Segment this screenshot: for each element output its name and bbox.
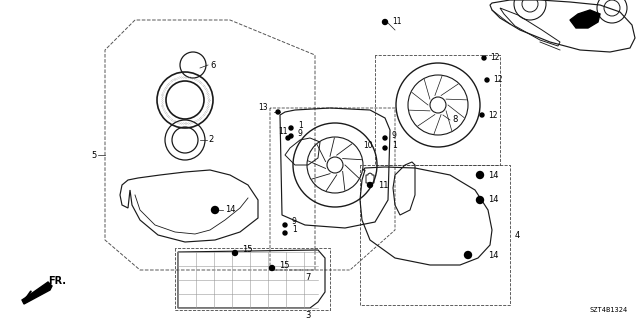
Circle shape bbox=[232, 250, 237, 256]
Text: 14: 14 bbox=[225, 205, 236, 214]
Text: 12: 12 bbox=[490, 54, 499, 63]
Text: 6: 6 bbox=[210, 61, 216, 70]
Circle shape bbox=[480, 113, 484, 117]
Text: FR.: FR. bbox=[48, 276, 66, 286]
Circle shape bbox=[485, 78, 489, 82]
Text: 11: 11 bbox=[378, 181, 388, 189]
Polygon shape bbox=[22, 282, 52, 304]
Text: 8: 8 bbox=[452, 115, 458, 124]
Text: 11: 11 bbox=[278, 128, 287, 137]
Text: 1: 1 bbox=[298, 121, 303, 130]
Text: 1: 1 bbox=[292, 226, 297, 234]
Circle shape bbox=[269, 265, 275, 271]
Text: 1: 1 bbox=[392, 140, 397, 150]
Text: 14: 14 bbox=[488, 196, 499, 204]
Circle shape bbox=[286, 136, 290, 140]
Circle shape bbox=[383, 136, 387, 140]
Circle shape bbox=[383, 19, 387, 25]
Text: 13: 13 bbox=[259, 103, 268, 113]
Text: 3: 3 bbox=[305, 310, 310, 319]
Text: 14: 14 bbox=[488, 250, 499, 259]
Text: 12: 12 bbox=[493, 76, 502, 85]
Circle shape bbox=[482, 56, 486, 60]
Text: 7: 7 bbox=[305, 273, 310, 283]
Circle shape bbox=[367, 182, 372, 188]
Text: 4: 4 bbox=[515, 231, 520, 240]
Text: 15: 15 bbox=[279, 261, 289, 270]
Circle shape bbox=[477, 197, 483, 204]
Circle shape bbox=[276, 110, 280, 114]
Text: 10: 10 bbox=[364, 140, 373, 150]
Circle shape bbox=[283, 231, 287, 235]
Circle shape bbox=[289, 126, 293, 130]
Circle shape bbox=[477, 172, 483, 179]
Text: SZT4B1324: SZT4B1324 bbox=[589, 307, 628, 313]
Text: 14: 14 bbox=[488, 170, 499, 180]
Text: 15: 15 bbox=[242, 246, 253, 255]
Circle shape bbox=[289, 134, 293, 138]
Text: 11: 11 bbox=[392, 18, 401, 26]
Circle shape bbox=[465, 251, 472, 258]
Circle shape bbox=[211, 206, 218, 213]
Text: 9: 9 bbox=[292, 217, 297, 226]
Text: 2: 2 bbox=[208, 136, 213, 145]
Polygon shape bbox=[570, 10, 600, 28]
Circle shape bbox=[383, 146, 387, 150]
Text: 12: 12 bbox=[488, 110, 497, 120]
Text: 5: 5 bbox=[92, 151, 97, 160]
Circle shape bbox=[283, 223, 287, 227]
Text: 9: 9 bbox=[298, 129, 303, 137]
Text: 9: 9 bbox=[392, 130, 397, 139]
